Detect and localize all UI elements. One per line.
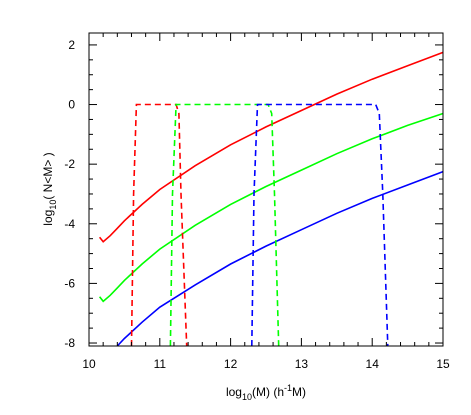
y-axis-title-argument: ( N<M> ) <box>41 152 55 199</box>
x-tick-label: 13 <box>295 357 309 371</box>
axis-ticks: 10 11 12 13 14 15 -8 -6 -4 -2 0 2 <box>64 33 450 371</box>
x-tick-label: 10 <box>82 357 96 371</box>
series-line-0-solid <box>98 51 444 243</box>
y-tick-label: 0 <box>68 98 75 112</box>
series-line-2-solid <box>116 170 444 347</box>
x-axis-title-argument: (M) (h <box>252 385 284 399</box>
series-line-1-solid <box>98 112 444 303</box>
y-tick-label: -4 <box>64 217 75 231</box>
y-axis-title-base: log <box>41 210 55 226</box>
y-tick-label: -8 <box>64 336 75 350</box>
x-axis-title-subscript: 10 <box>242 392 252 402</box>
series-line-4-dashed <box>169 103 280 347</box>
x-axis-title: log10(M) (h-1M) <box>226 383 306 402</box>
series-line-3-dashed <box>130 103 188 347</box>
y-tick-label: 2 <box>68 38 75 52</box>
x-tick-label: 11 <box>154 357 167 371</box>
x-axis-title-superscript: -1 <box>284 383 292 393</box>
x-tick-label: 14 <box>366 357 380 371</box>
y-tick-label: -2 <box>64 157 75 171</box>
plot-area <box>98 51 444 347</box>
series-line-5-dashed <box>251 103 389 347</box>
y-axis-title: log10( N<M> ) <box>41 152 58 225</box>
plot-frame <box>88 32 444 347</box>
y-axis-title-subscript: 10 <box>48 200 58 210</box>
x-tick-label: 12 <box>224 357 238 371</box>
x-axis-title-base: log <box>226 385 242 399</box>
y-tick-label: -6 <box>64 276 75 290</box>
x-tick-label: 15 <box>436 357 450 371</box>
x-axis-title-unit: M) <box>292 385 306 399</box>
